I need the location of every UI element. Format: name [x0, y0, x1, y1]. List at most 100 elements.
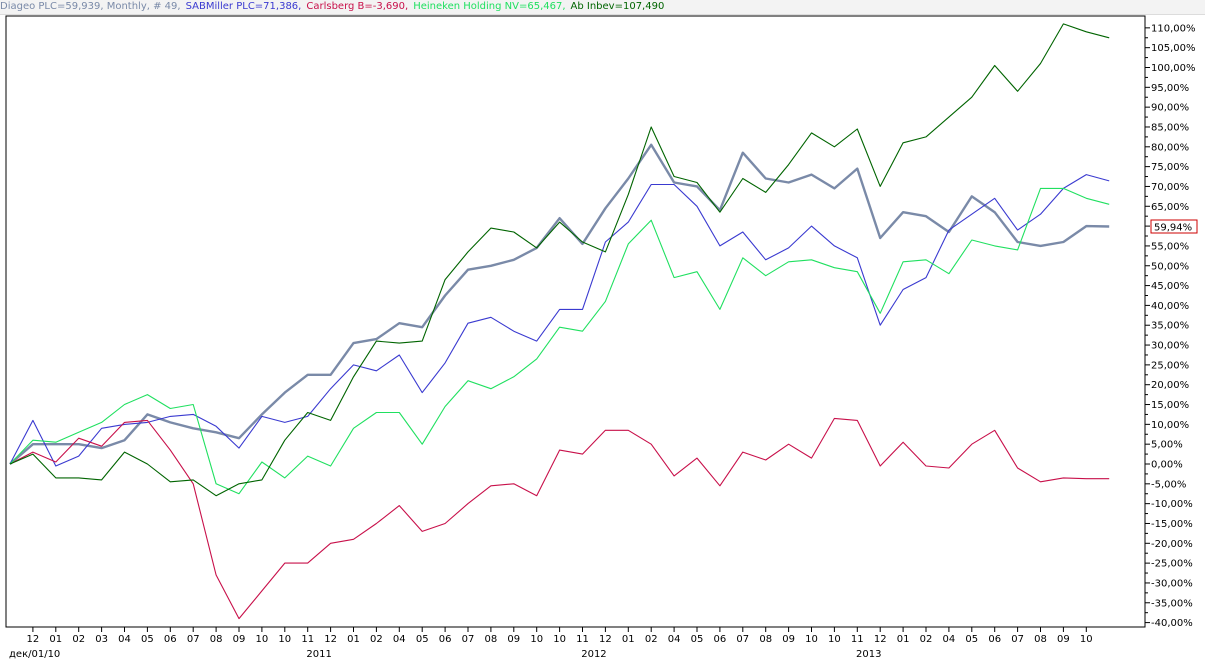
x-year-label: 2012 — [581, 649, 606, 660]
x-tick-label: 10 — [553, 634, 566, 645]
x-tick-label: 05 — [416, 634, 429, 645]
x-tick-label: 02 — [645, 634, 658, 645]
x-tick-label: 12 — [27, 634, 40, 645]
series-line-sabmiller-plc — [9, 174, 1110, 467]
y-axis: 110,00% 105,00% 100,00% 95,00% 90,00% 85,00% 8… — [1145, 23, 1196, 629]
x-year-label: 2011 — [306, 649, 331, 660]
y-tick-label: 85,00% — [1151, 122, 1189, 133]
y-tick-label: 30,00% — [1151, 341, 1189, 352]
y-tick-label: 90,00% — [1151, 103, 1189, 114]
y-tick-label: -20,00% — [1151, 539, 1193, 550]
x-tick-label: 09 — [1057, 634, 1070, 645]
y-tick-label: 45,00% — [1151, 281, 1189, 292]
x-tick-label: 12 — [324, 634, 337, 645]
x-tick-label: 07 — [736, 634, 749, 645]
x-tick-label: 10 — [1080, 634, 1093, 645]
x-tick-label: 05 — [141, 634, 154, 645]
x-tick-label: 12 — [874, 634, 887, 645]
x-tick-label: 02 — [920, 634, 933, 645]
x-tick-label: 08 — [1034, 634, 1047, 645]
legend-item-diageo: Diageo PLC=59,939, Monthly, # 49, — [0, 1, 181, 12]
y-tick-label: 35,00% — [1151, 321, 1189, 332]
x-tick-label: 12 — [599, 634, 612, 645]
x-tick-label: 10 — [278, 634, 291, 645]
y-tick-label: -25,00% — [1151, 559, 1193, 570]
y-tick-label: 100,00% — [1151, 63, 1196, 74]
x-tick-label: 08 — [210, 634, 223, 645]
legend-item-abinbev: Ab Inbev=107,490 — [570, 1, 665, 12]
y-tick-label: -5,00% — [1151, 479, 1186, 490]
x-tick-label: 08 — [485, 634, 498, 645]
y-tick-label: -30,00% — [1151, 578, 1193, 589]
x-tick-label: 06 — [714, 634, 727, 645]
series-line-ab-inbev — [9, 23, 1110, 497]
y-tick-label: 70,00% — [1151, 182, 1189, 193]
x-tick-label: 04 — [668, 634, 681, 645]
y-tick-label: 15,00% — [1151, 400, 1189, 411]
y-tick-label: -35,00% — [1151, 598, 1193, 609]
y-tick-label: -40,00% — [1151, 618, 1193, 629]
x-tick-label: 09 — [233, 634, 246, 645]
y-tick-label: 95,00% — [1151, 83, 1189, 94]
last-value-label: 59,94% — [1154, 223, 1192, 234]
x-tick-label: 11 — [576, 634, 589, 645]
x-tick-label: 05 — [965, 634, 978, 645]
y-tick-label: 10,00% — [1151, 420, 1189, 431]
x-tick-label: 07 — [187, 634, 200, 645]
x-tick-label: 01 — [622, 634, 635, 645]
x-tick-label: 02 — [370, 634, 383, 645]
x-tick-label: 10 — [805, 634, 818, 645]
x-axis: 12 01 02 03 04 05 06 07 08 09 10 10 11 12 01 02 04 05 06 07… — [9, 627, 1093, 660]
x-tick-label: 05 — [691, 634, 704, 645]
y-tick-label: -15,00% — [1151, 519, 1193, 530]
y-tick-label: 5,00% — [1151, 440, 1183, 451]
x-tick-label: 09 — [782, 634, 795, 645]
legend-item-sabmiller: SABMiller PLC=71,386, — [185, 1, 302, 12]
x-tick-label: 02 — [72, 634, 85, 645]
x-tick-label: 01 — [49, 634, 62, 645]
x-tick-label: 11 — [851, 634, 864, 645]
legend-item-heineken: Heineken Holding NV=65,467, — [413, 1, 566, 12]
y-tick-label: 65,00% — [1151, 202, 1189, 213]
x-tick-label: 03 — [95, 634, 108, 645]
y-tick-label: 80,00% — [1151, 142, 1189, 153]
x-tick-label: 04 — [943, 634, 956, 645]
x-tick-label: 10 — [828, 634, 841, 645]
y-tick-label: 25,00% — [1151, 360, 1189, 371]
x-tick-label: 06 — [164, 634, 177, 645]
x-tick-label: 04 — [393, 634, 406, 645]
y-tick-label: 105,00% — [1151, 43, 1196, 54]
y-tick-label: -10,00% — [1151, 499, 1193, 510]
plot-border — [5, 15, 1146, 628]
x-tick-label: 08 — [759, 634, 772, 645]
legend-item-carlsberg: Carlsberg B=-3,690, — [306, 1, 409, 12]
x-tick-label: 04 — [118, 634, 131, 645]
series-line-heineken-holding-nv — [9, 187, 1110, 495]
x-tick-label: 10 — [256, 634, 269, 645]
y-tick-label: 50,00% — [1151, 261, 1189, 272]
y-tick-label: 55,00% — [1151, 241, 1189, 252]
x-tick-label: 11 — [301, 634, 314, 645]
y-tick-label: 110,00% — [1151, 23, 1196, 34]
last-value-box — [1150, 219, 1198, 234]
last-value-marker: 59,94% — [1150, 219, 1198, 234]
x-tick-label: 01 — [347, 634, 360, 645]
series-layer — [9, 23, 1110, 620]
y-tick-label: 0,00% — [1151, 460, 1183, 471]
x-tick-label: 01 — [897, 634, 910, 645]
x-tick-label: 06 — [439, 634, 452, 645]
x-year-label: 2013 — [856, 649, 881, 660]
series-line-carlsberg-b — [9, 417, 1110, 620]
x-tick-label: 10 — [530, 634, 543, 645]
x-start-label: дек/01/10 — [9, 649, 60, 660]
legend: Diageo PLC=59,939, Monthly, # 49, SABMill… — [0, 0, 1205, 15]
y-tick-label: 20,00% — [1151, 380, 1189, 391]
x-tick-label: 07 — [1011, 634, 1024, 645]
x-tick-label: 09 — [507, 634, 520, 645]
x-tick-label: 07 — [462, 634, 475, 645]
x-tick-label: 06 — [988, 634, 1001, 645]
y-tick-label: 40,00% — [1151, 301, 1189, 312]
y-tick-label: 75,00% — [1151, 162, 1189, 173]
